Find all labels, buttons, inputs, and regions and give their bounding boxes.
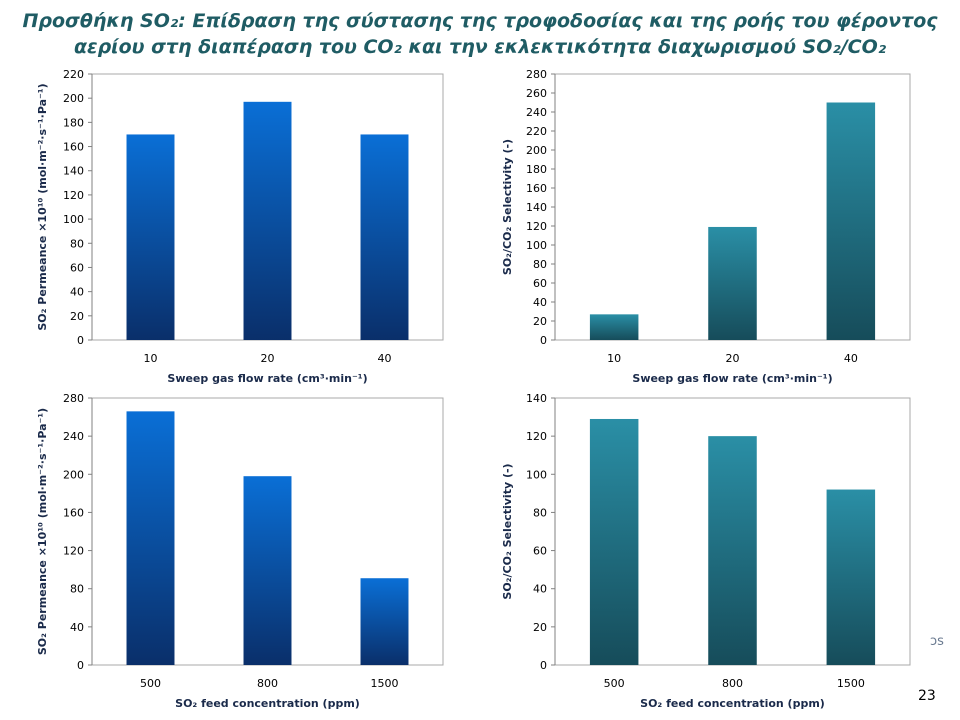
chart-2-y-tick-label: 220 [526, 125, 547, 138]
chart-4-y-axis-title: SO₂/CO₂ Selectivity (-) [501, 463, 514, 599]
chart-2-y-tick-label: 120 [526, 220, 547, 233]
chart-4-x-tick-label: 500 [604, 677, 625, 690]
chart-1-bar-40 [360, 134, 409, 340]
chart-2-y-tick-label: 160 [526, 182, 547, 195]
chart-2-x-tick-label: 10 [607, 352, 621, 365]
chart-2-x-axis-title: Sweep gas flow rate (cm³·min⁻¹) [632, 372, 832, 385]
chart-3-y-tick-label: 0 [77, 659, 84, 672]
chart-3-x-tick-label: 500 [140, 677, 161, 690]
chart-2-y-tick-label: 60 [533, 277, 547, 290]
chart-2-x-tick-label: 20 [726, 352, 740, 365]
chart-1-y-tick-label: 20 [70, 310, 84, 323]
chart-1-y-tick-label: 200 [63, 92, 84, 105]
chart-2-y-tick-label: 180 [526, 163, 547, 176]
chart-3-y-tick-label: 240 [63, 430, 84, 443]
slide-title-line-2: αερίου στη διαπέραση του CO₂ και την εκλ… [73, 36, 887, 58]
chart-4-x-axis-title: SO₂ feed concentration (ppm) [640, 697, 825, 710]
chart-1-y-tick-label: 0 [77, 334, 84, 347]
chart-2-y-tick-label: 100 [526, 239, 547, 252]
chart-2-y-tick-label: 0 [540, 334, 547, 347]
chart-2-bar-10 [589, 314, 639, 340]
chart-1-y-tick-label: 40 [70, 286, 84, 299]
chart-1-y-tick-label: 60 [70, 261, 84, 274]
chart-2-y-axis-title: SO₂/CO₂ Selectivity (-) [501, 139, 514, 275]
chart-4-y-tick-label: 20 [533, 621, 547, 634]
corner-mark: ɔs [930, 634, 944, 649]
chart-1-x-tick-label: 40 [378, 352, 392, 365]
chart-4-y-tick-label: 80 [533, 506, 547, 519]
chart-4-y-tick-label: 40 [533, 583, 547, 596]
chart-2-y-tick-label: 80 [533, 258, 547, 271]
chart-1-y-axis-title: SO₂ Permeance ×10¹⁰ (mol·m⁻²·s⁻¹·Pa⁻¹) [36, 83, 49, 330]
chart-4-x-tick-label: 1500 [837, 677, 865, 690]
chart-1-x-axis-title: Sweep gas flow rate (cm³·min⁻¹) [167, 372, 367, 385]
chart-3-y-tick-label: 80 [70, 583, 84, 596]
chart-2-y-tick-label: 240 [526, 106, 547, 119]
chart-1-y-tick-label: 180 [63, 116, 84, 129]
chart-4-bar-800 [708, 436, 757, 665]
chart-4-y-tick-label: 140 [526, 392, 547, 405]
chart-2-bar-40 [826, 102, 876, 340]
chart-2-y-tick-label: 200 [526, 144, 547, 157]
chart-1-bar-20 [243, 101, 292, 341]
chart-3-y-tick-label: 40 [70, 621, 84, 634]
slide-title: Προσθήκη SO₂: Επίδραση της σύστασης της … [0, 8, 960, 60]
chart-2-x-tick-label: 40 [844, 352, 858, 365]
chart-4-y-tick-label: 0 [540, 659, 547, 672]
chart-1-x-tick-label: 10 [144, 352, 158, 365]
chart-1-y-tick-label: 80 [70, 237, 84, 250]
chart-1-y-tick-label: 120 [63, 189, 84, 202]
chart-1-bar-10 [126, 134, 175, 340]
chart-4-y-tick-label: 120 [526, 430, 547, 443]
chart-2-y-tick-label: 260 [526, 87, 547, 100]
chart-3-y-axis-title: SO₂ Permeance ×10¹⁰ (mol·m⁻²·s⁻¹·Pa⁻¹) [36, 408, 49, 655]
chart-2-y-tick-label: 140 [526, 201, 547, 214]
chart-4-x-tick-label: 800 [722, 677, 743, 690]
chart-3-y-tick-label: 120 [63, 545, 84, 558]
chart-3-bar-800 [243, 476, 292, 665]
chart-2-y-tick-label: 280 [526, 68, 547, 81]
chart-2-y-tick-label: 40 [533, 296, 547, 309]
chart-1-y-tick-label: 160 [63, 141, 84, 154]
chart-4-y-tick-label: 100 [526, 468, 547, 481]
chart-4-bar-1500 [826, 489, 876, 665]
chart-3-y-tick-label: 280 [63, 392, 84, 405]
slide-title-line-1: Προσθήκη SO₂: Επίδραση της σύστασης της … [22, 10, 938, 32]
chart-3-y-tick-label: 200 [63, 468, 84, 481]
chart-3-x-tick-label: 1500 [371, 677, 399, 690]
chart-4-y-tick-label: 60 [533, 545, 547, 558]
chart-3-bar-500 [126, 411, 175, 665]
chart-3-x-axis-title: SO₂ feed concentration (ppm) [175, 697, 360, 710]
chart-1-y-tick-label: 100 [63, 213, 84, 226]
chart-2-y-tick-label: 20 [533, 315, 547, 328]
chart-1-x-tick-label: 20 [261, 352, 275, 365]
chart-3-y-tick-label: 160 [63, 506, 84, 519]
chart-3-bar-1500 [360, 578, 409, 665]
chart-3-x-tick-label: 800 [257, 677, 278, 690]
chart-1-y-tick-label: 220 [63, 68, 84, 81]
chart-2-bar-20 [708, 226, 757, 340]
chart-1-y-tick-label: 140 [63, 165, 84, 178]
chart-4-bar-500 [589, 418, 639, 665]
page-number: 23 [918, 688, 936, 704]
